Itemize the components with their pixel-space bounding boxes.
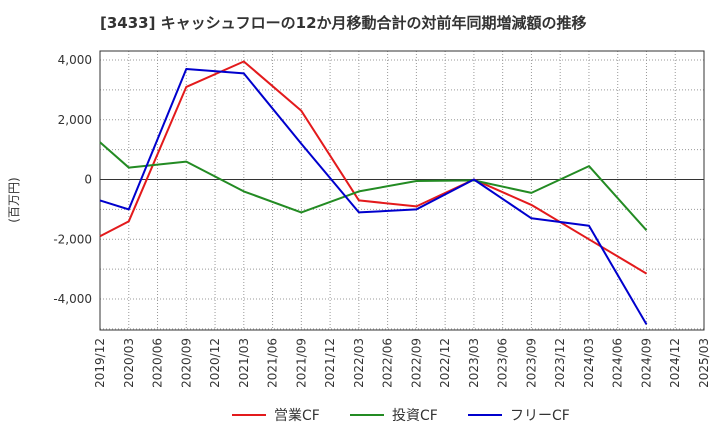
series-line (99, 141, 648, 231)
grid-lines (99, 51, 705, 330)
x-tick-label: 2020/06 (151, 338, 165, 388)
plot-area-frame (99, 50, 705, 331)
x-tick-label: 2023/12 (553, 338, 567, 388)
legend: 営業CF 投資CF フリーCF (232, 408, 570, 424)
x-tick-label: 2023/09 (524, 338, 538, 388)
series-lines (99, 60, 648, 325)
x-tick-label: 2023/06 (496, 338, 510, 388)
x-tick-label: 2022/09 (409, 338, 423, 388)
y-tick-label: -2,000 (53, 232, 92, 246)
series-line (99, 68, 648, 325)
x-tick-label: 2019/12 (93, 338, 107, 388)
legend-label: 営業CF (274, 408, 320, 424)
x-tick-label: 2021/03 (237, 338, 251, 388)
x-tick-label: 2024/09 (639, 338, 653, 388)
series-line (99, 60, 648, 275)
x-axis-ticks: 2019/12 2020/03 2020/06 2020/09 2020/12 2021/… (93, 338, 711, 388)
chart-title: [3433] キャッシュフローの12か月移動合計の対前年同期増減額の推移 (100, 14, 587, 32)
y-tick-label: 2,000 (58, 113, 92, 127)
x-tick-label: 2023/03 (467, 338, 481, 388)
y-tick-label: 4,000 (58, 53, 92, 67)
legend-label: 投資CF (392, 408, 438, 424)
x-tick-label: 2020/09 (179, 338, 193, 388)
x-tick-label: 2024/03 (582, 338, 596, 388)
y-tick-label: 0 (84, 173, 92, 187)
x-tick-label: 2020/03 (122, 338, 136, 388)
x-tick-label: 2024/06 (611, 338, 625, 388)
x-tick-label: 2020/12 (208, 338, 222, 388)
x-tick-label: 2022/03 (352, 338, 366, 388)
x-tick-label: 2021/06 (266, 338, 280, 388)
x-tick-label: 2024/12 (668, 338, 682, 388)
x-tick-label: 2022/06 (381, 338, 395, 388)
y-tick-label: -4,000 (53, 292, 92, 306)
x-tick-label: 2021/12 (323, 338, 337, 388)
x-tick-label: 2022/12 (438, 338, 452, 388)
y-axis-ticks: 4,000 2,000 0 -2,000 -4,000 (53, 53, 92, 306)
x-tick-label: 2021/09 (294, 338, 308, 388)
y-axis-label: (百万円) (7, 177, 21, 222)
x-tick-label: 2025/03 (697, 338, 711, 388)
legend-label: フリーCF (510, 408, 570, 424)
